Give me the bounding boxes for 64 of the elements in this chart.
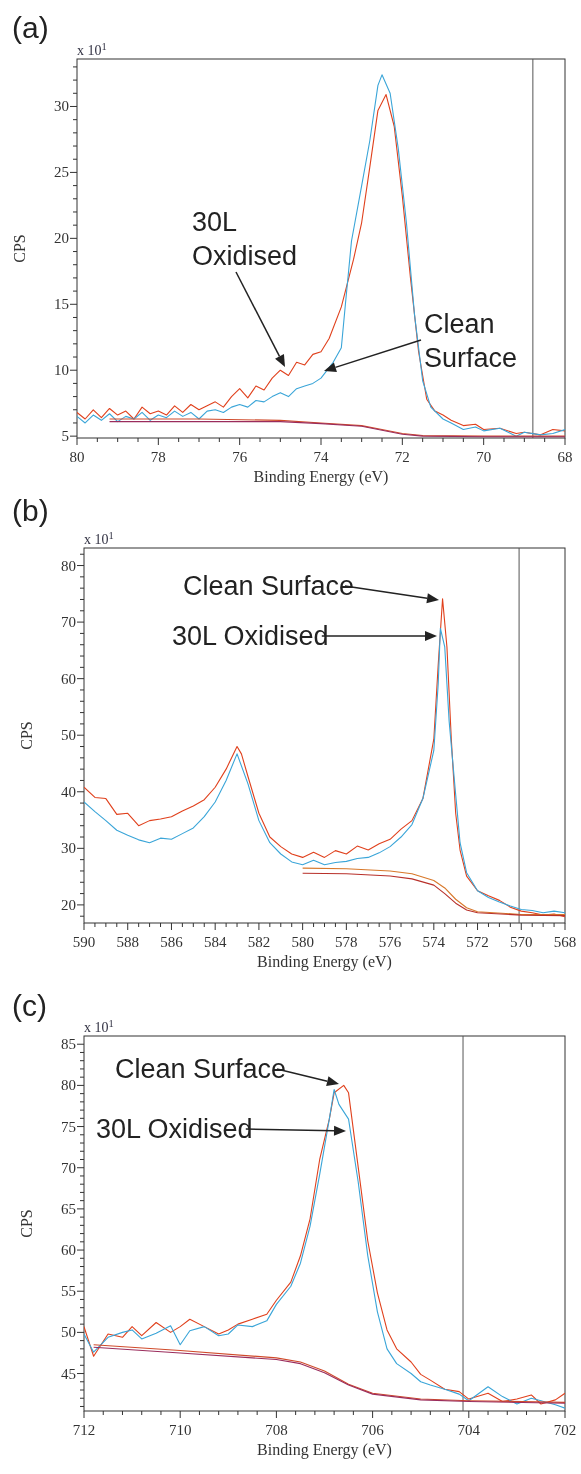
y-axis-title: CPS	[11, 234, 28, 263]
annotation: 30L Oxidised	[172, 621, 329, 651]
x-tick-label: 586	[160, 934, 184, 950]
annotation: Clean Surface	[424, 309, 518, 373]
x-tick-label: 578	[335, 934, 358, 950]
y-tick-label: 20	[61, 896, 76, 913]
x-tick-label: 572	[466, 934, 489, 950]
y-tick-label: 85	[61, 1036, 76, 1053]
y-tick-label: 15	[54, 296, 69, 313]
x-tick-label: 582	[247, 934, 271, 950]
x-tick-label: 72	[394, 449, 410, 465]
text: x 10$^{1}$	[84, 1017, 114, 1035]
y-tick-label: 80	[61, 1077, 76, 1094]
x-tick-label: 702	[553, 1422, 577, 1438]
x-tick-label: 584	[203, 934, 227, 950]
x-tick-label: 570	[510, 934, 533, 950]
annotation: Clean Surface	[115, 1054, 287, 1084]
x-tick-label: 76	[232, 449, 248, 465]
x-tick-label: 576	[378, 934, 402, 950]
y-tick-label: 70	[61, 1159, 76, 1176]
x-tick-label: 710	[168, 1422, 192, 1438]
x-tick-label: 588	[116, 934, 139, 950]
y-tick-label: 45	[61, 1365, 76, 1382]
x-tick-label: 68	[557, 449, 573, 465]
x-tick-label: 712	[72, 1422, 96, 1438]
y-tick-label: 20	[54, 230, 69, 247]
x-axis-title: Binding Energy (eV)	[257, 953, 392, 971]
y-tick-label: 50	[61, 727, 76, 744]
text: x 10$^{1}$	[77, 40, 107, 58]
y-axis-title: CPS	[18, 1209, 35, 1238]
y-tick-label: 75	[61, 1118, 76, 1135]
x-tick-label: 580	[291, 934, 314, 950]
annotation: 30L Oxidised	[96, 1114, 253, 1144]
y-tick-label: 60	[61, 670, 76, 687]
y-tick-label: 10	[54, 362, 69, 379]
x-tick-label: 708	[265, 1422, 288, 1438]
x-tick-label: 574	[422, 934, 446, 950]
x-tick-label: 74	[313, 449, 329, 465]
x-tick-label: 78	[150, 449, 166, 465]
y-tick-label: 80	[61, 557, 76, 574]
annotation: 30L Oxidised	[192, 207, 298, 271]
x-tick-label: 590	[72, 934, 96, 950]
x-axis-title: Binding Energy (eV)	[257, 1441, 392, 1459]
x-tick-label: 704	[457, 1422, 481, 1438]
y-tick-label: 70	[61, 614, 76, 631]
y-tick-label: 50	[61, 1324, 76, 1341]
y-tick-label: 25	[54, 164, 69, 181]
annotation: Clean Surface	[183, 571, 355, 601]
x-tick-label: 706	[361, 1422, 385, 1438]
x-axis-title: Binding Energy (eV)	[253, 468, 389, 486]
y-axis-title: CPS	[18, 721, 35, 750]
text: x 10$^{1}$	[84, 529, 114, 547]
chart-title: (c)	[12, 989, 47, 1022]
y-tick-label: 30	[61, 840, 76, 857]
chart-title: (a)	[12, 11, 49, 44]
y-tick-label: 30	[54, 98, 69, 115]
y-tick-label: 40	[61, 783, 76, 800]
x-tick-label: 70	[476, 449, 492, 465]
x-tick-label: 568	[553, 934, 577, 950]
y-tick-label: 65	[61, 1200, 76, 1217]
y-tick-label: 60	[61, 1242, 76, 1259]
y-tick-label: 55	[61, 1283, 76, 1300]
y-tick-label: 5	[61, 428, 69, 445]
chart-title: (b)	[12, 494, 49, 527]
